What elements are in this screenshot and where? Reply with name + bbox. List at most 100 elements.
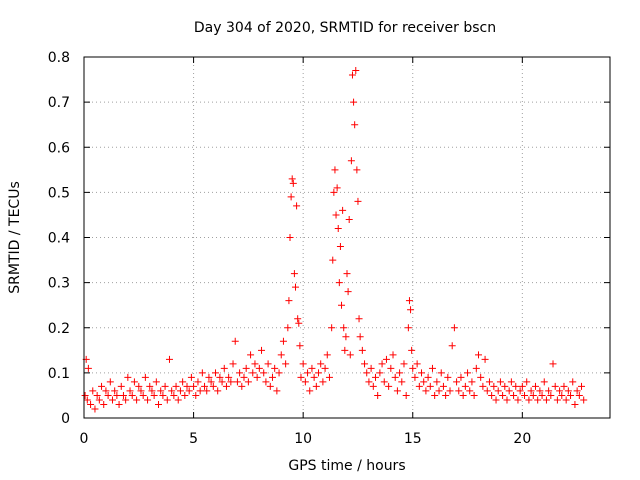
data-point: [194, 378, 202, 386]
data-point: [507, 378, 515, 386]
data-point: [514, 396, 522, 404]
data-point: [294, 315, 302, 323]
data-point: [352, 67, 360, 75]
data-point: [165, 355, 173, 363]
data-point: [475, 351, 482, 359]
data-point: [304, 369, 312, 377]
data-point: [271, 364, 279, 372]
data-point: [564, 387, 572, 395]
data-point: [329, 256, 337, 264]
data-point: [172, 382, 180, 390]
data-point: [470, 391, 478, 399]
data-point: [334, 224, 342, 232]
data-point: [264, 360, 272, 368]
data-point: [260, 369, 268, 377]
data-point: [580, 396, 588, 404]
data-point: [446, 387, 454, 395]
data-point: [411, 373, 419, 381]
data-point: [207, 378, 215, 386]
data-point: [128, 391, 136, 399]
data-point: [408, 346, 416, 354]
data-point: [365, 378, 373, 386]
y-axis-title: SRMTID / TECUs: [7, 181, 23, 294]
data-point: [301, 378, 309, 386]
data-point: [196, 387, 204, 395]
data-point: [448, 342, 456, 350]
data-point: [89, 387, 97, 395]
data-point: [332, 211, 340, 219]
data-point: [405, 297, 413, 305]
data-point: [553, 396, 561, 404]
data-point: [247, 351, 255, 359]
data-point: [290, 270, 298, 278]
data-point: [518, 382, 526, 390]
data-point: [233, 378, 241, 386]
data-point: [344, 288, 352, 296]
data-point: [444, 373, 452, 381]
data-point: [115, 400, 123, 408]
data-point: [144, 396, 152, 404]
data-point: [542, 396, 550, 404]
data-point: [262, 378, 270, 386]
data-point: [527, 387, 535, 395]
data-point: [335, 279, 343, 287]
data-point: [385, 382, 393, 390]
data-point: [81, 391, 89, 399]
data-point: [159, 391, 167, 399]
data-point: [356, 333, 364, 341]
data-point: [187, 373, 195, 381]
data-point: [358, 346, 366, 354]
data-point: [308, 364, 316, 372]
data-point: [266, 382, 274, 390]
data-point: [343, 270, 351, 278]
data-point: [111, 387, 119, 395]
data-point: [490, 382, 498, 390]
data-point: [146, 382, 154, 390]
x-tick-label: 0: [80, 431, 89, 447]
data-point: [148, 387, 156, 395]
ticks: 0 0.1 0.2 0.3 0.4 0.5 0.6 0.7 0.8 0 5 10 15 20: [48, 50, 610, 447]
data-point: [83, 396, 91, 404]
data-point: [253, 373, 261, 381]
data-point: [288, 175, 296, 183]
data-point: [435, 387, 443, 395]
data-point: [378, 360, 386, 368]
data-point: [319, 378, 327, 386]
data-point: [244, 378, 252, 386]
data-point: [119, 391, 127, 399]
data-point: [336, 243, 344, 251]
data-point: [354, 197, 362, 205]
y-tick-label: 0.6: [48, 140, 70, 156]
data-point: [355, 315, 363, 323]
data-point: [479, 382, 487, 390]
data-point: [494, 387, 502, 395]
data-point: [393, 387, 401, 395]
data-point: [367, 364, 375, 372]
data-point: [400, 360, 408, 368]
y-tick-label: 0.5: [48, 185, 70, 201]
data-point: [291, 283, 299, 291]
data-point: [567, 391, 575, 399]
data-point: [297, 373, 305, 381]
data-point: [534, 396, 542, 404]
data-point: [472, 364, 480, 372]
data-point: [229, 360, 237, 368]
data-point: [100, 400, 108, 408]
data-point: [404, 324, 412, 332]
data-point: [231, 337, 239, 345]
data-point: [369, 382, 377, 390]
data-point: [240, 373, 248, 381]
data-point: [481, 355, 489, 363]
data-point: [523, 378, 531, 386]
data-point: [422, 387, 430, 395]
data-point: [163, 396, 171, 404]
data-point: [174, 396, 182, 404]
data-point: [216, 373, 224, 381]
data-point: [87, 400, 95, 408]
y-tick-label: 0.3: [48, 276, 70, 292]
data-point: [315, 369, 323, 377]
y-tick-label: 0: [61, 411, 70, 427]
data-point: [431, 391, 439, 399]
data-point: [126, 387, 134, 395]
data-point: [575, 391, 583, 399]
